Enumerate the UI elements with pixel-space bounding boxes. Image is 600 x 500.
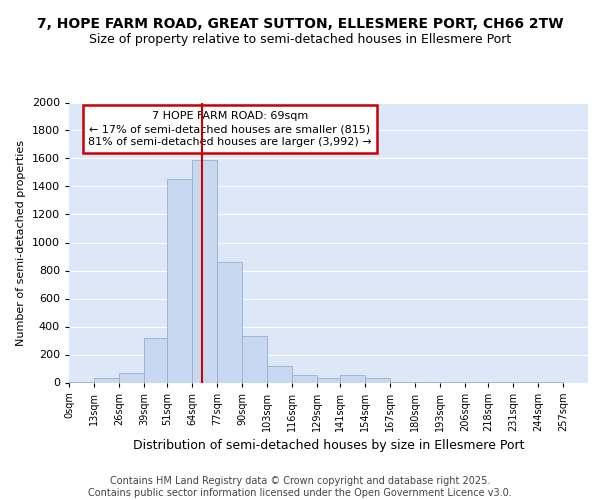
Text: 7 HOPE FARM ROAD: 69sqm
← 17% of semi-detached houses are smaller (815)
81% of s: 7 HOPE FARM ROAD: 69sqm ← 17% of semi-de… xyxy=(88,111,372,148)
Bar xyxy=(94,378,119,382)
Bar xyxy=(340,375,365,382)
Bar xyxy=(267,366,292,382)
Text: 7, HOPE FARM ROAD, GREAT SUTTON, ELLESMERE PORT, CH66 2TW: 7, HOPE FARM ROAD, GREAT SUTTON, ELLESME… xyxy=(37,18,563,32)
Text: Contains HM Land Registry data © Crown copyright and database right 2025.
Contai: Contains HM Land Registry data © Crown c… xyxy=(88,476,512,498)
Bar xyxy=(242,336,267,382)
Y-axis label: Number of semi-detached properties: Number of semi-detached properties xyxy=(16,140,26,346)
X-axis label: Distribution of semi-detached houses by size in Ellesmere Port: Distribution of semi-detached houses by … xyxy=(133,440,524,452)
Bar xyxy=(317,378,340,382)
Bar xyxy=(167,180,192,382)
Bar xyxy=(192,160,217,382)
Bar xyxy=(292,375,317,382)
Text: Size of property relative to semi-detached houses in Ellesmere Port: Size of property relative to semi-detach… xyxy=(89,32,511,46)
Bar xyxy=(365,378,390,382)
Bar xyxy=(144,338,167,382)
Bar xyxy=(119,372,144,382)
Bar xyxy=(217,262,242,382)
